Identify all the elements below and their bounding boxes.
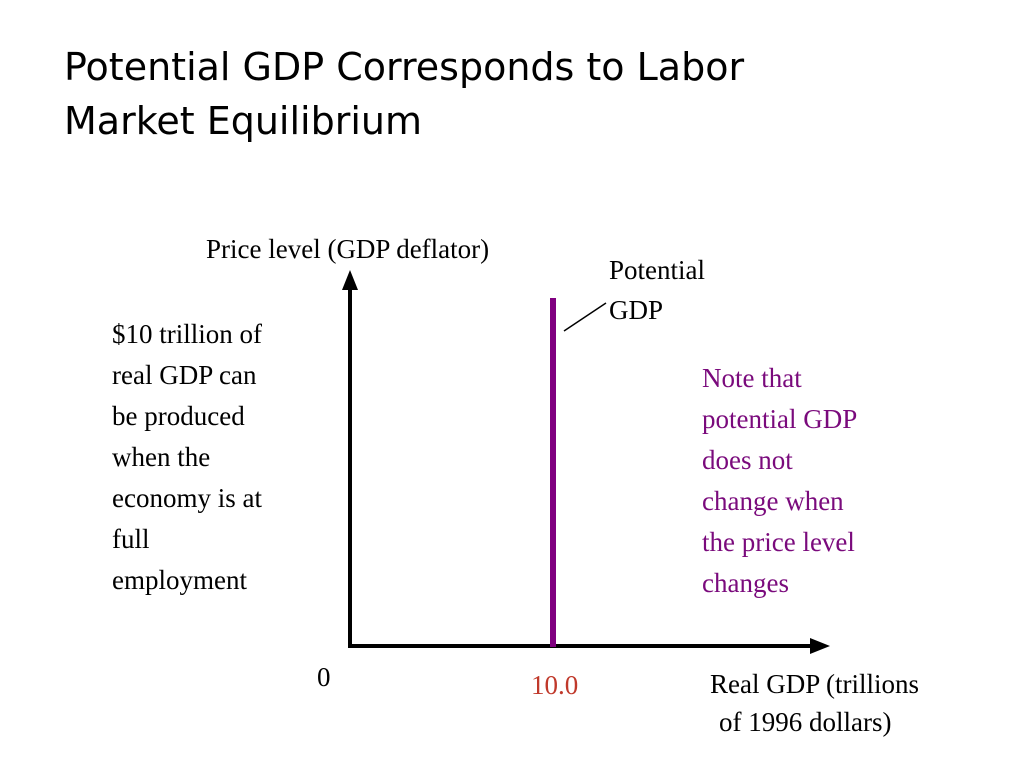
- origin-label: 0: [317, 662, 331, 692]
- note-line: economy is at: [112, 483, 262, 513]
- x-axis-arrowhead: [810, 638, 830, 654]
- x-axis-label-line-2: of 1996 dollars): [719, 707, 892, 737]
- note-line: full: [112, 524, 150, 554]
- x-tick-label: 10.0: [531, 670, 579, 700]
- note-line: the price level: [702, 527, 855, 557]
- note-line: be produced: [112, 401, 245, 431]
- y-axis-arrowhead: [342, 270, 358, 290]
- y-axis-label: Price level (GDP deflator): [206, 234, 490, 264]
- note-line: when the: [112, 442, 211, 472]
- note-line: employment: [112, 565, 247, 595]
- potential-gdp-leader-line: [563, 302, 607, 332]
- potential-gdp-label-line-2: GDP: [609, 295, 664, 325]
- title-line-2: Market Equilibrium: [64, 99, 422, 143]
- note-line: does not: [702, 445, 793, 475]
- title-line-1: Potential GDP Corresponds to Labor: [64, 45, 745, 89]
- note-line: Note that: [702, 363, 802, 393]
- slide-title: Potential GDP Corresponds to Labor Marke…: [64, 40, 964, 148]
- note-line: change when: [702, 486, 844, 516]
- full-employment-note: $10 trillion of real GDP can be produced…: [112, 314, 262, 601]
- note-line: $10 trillion of: [112, 319, 262, 349]
- potential-gdp-label: Potential GDP: [609, 250, 705, 330]
- price-level-note: Note that potential GDP does not change …: [702, 358, 857, 604]
- x-axis-label-line-1: Real GDP (trillions: [710, 669, 919, 699]
- potential-gdp-label-line-1: Potential: [609, 255, 705, 285]
- note-line: changes: [702, 568, 789, 598]
- x-axis-label: Real GDP (trillions of 1996 dollars): [710, 665, 919, 741]
- note-line: real GDP can: [112, 360, 257, 390]
- note-line: potential GDP: [702, 404, 858, 434]
